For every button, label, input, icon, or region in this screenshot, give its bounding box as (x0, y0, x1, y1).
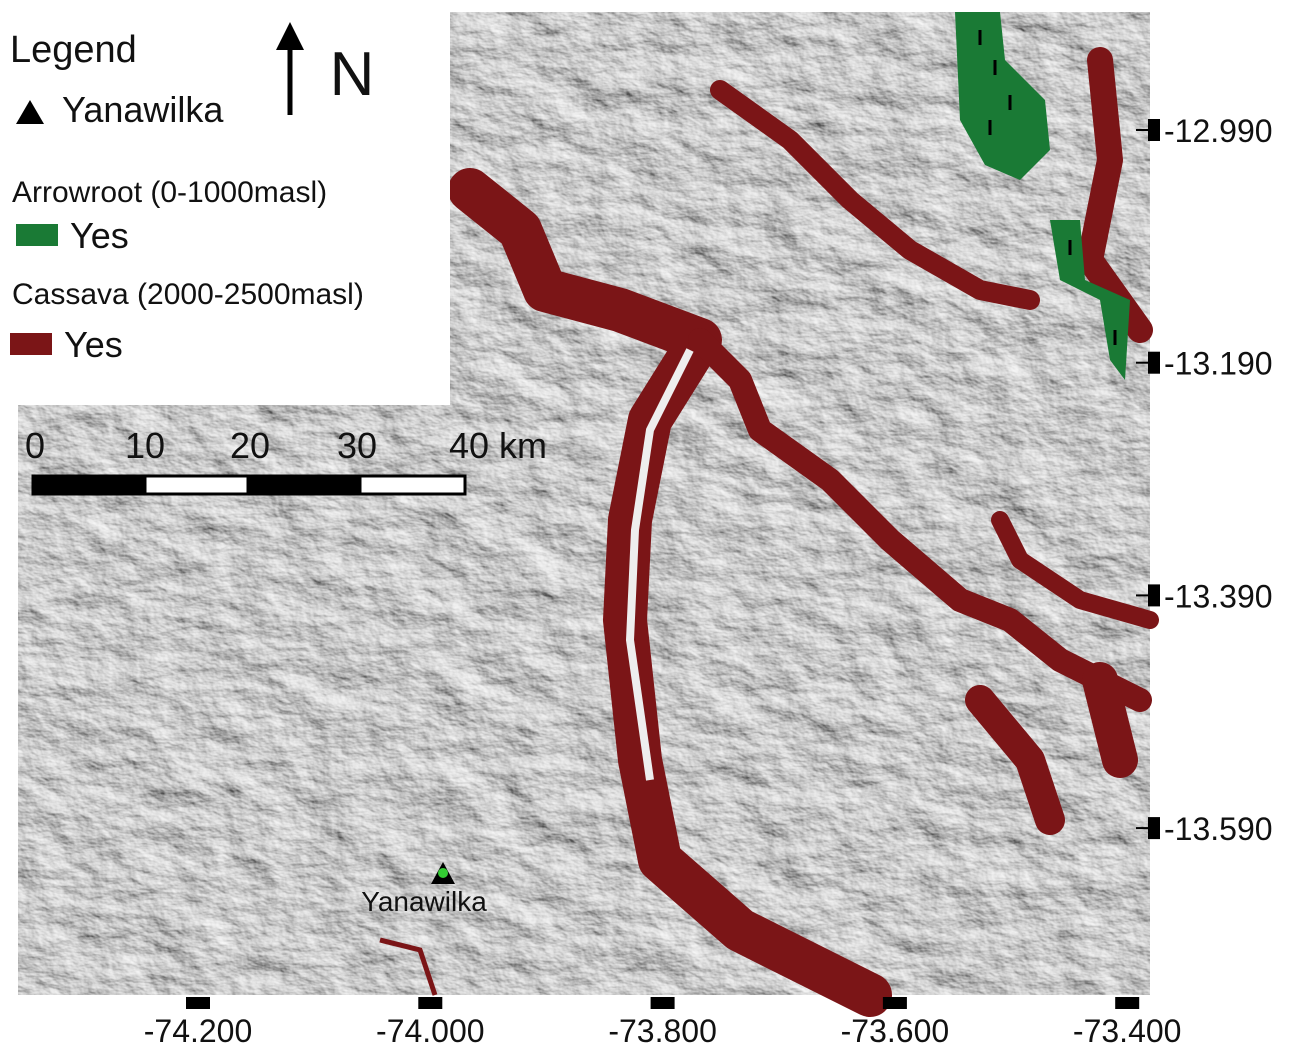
latitude-label: -12.990 (1164, 113, 1273, 149)
tick-mark (186, 997, 210, 1009)
legend-item: Yes (64, 324, 123, 365)
site-marker-dot (438, 868, 448, 878)
latitude-label: -13.190 (1164, 346, 1273, 382)
site-label: Yanawilka (361, 886, 487, 917)
latitude-label: -13.590 (1164, 811, 1273, 847)
tick-mark (1115, 997, 1139, 1009)
scale-label: 40 km (449, 425, 547, 466)
longitude-label: -74.200 (144, 1013, 253, 1047)
scale-bar (33, 476, 465, 494)
tick-mark (883, 997, 907, 1009)
legend-group-title: Arrowroot (0-1000masl) (12, 176, 327, 209)
scale-label: 10 (125, 425, 165, 466)
map-figure: Legend Yanawilka Arrowroot (0-1000masl) … (0, 0, 1304, 1047)
legend-swatch (10, 333, 52, 355)
latitude-label: -13.390 (1164, 578, 1273, 614)
legend-title: Legend (10, 29, 137, 71)
longitude-label: -73.800 (608, 1013, 717, 1047)
scale-label: 0 (25, 425, 45, 466)
legend-site: Yanawilka (62, 89, 224, 130)
longitude-label: -73.600 (841, 1013, 950, 1047)
longitude-label: -73.400 (1073, 1013, 1182, 1047)
tick-mark (651, 997, 675, 1009)
scale-label: 20 (230, 425, 270, 466)
north-label: N (330, 40, 375, 109)
legend-swatch (16, 224, 58, 246)
longitude-label: -74.000 (376, 1013, 485, 1047)
legend-item: Yes (70, 215, 129, 256)
tick-mark (418, 997, 442, 1009)
scale-label: 30 (337, 425, 377, 466)
legend-group-title: Cassava (2000-2500masl) (12, 278, 364, 311)
